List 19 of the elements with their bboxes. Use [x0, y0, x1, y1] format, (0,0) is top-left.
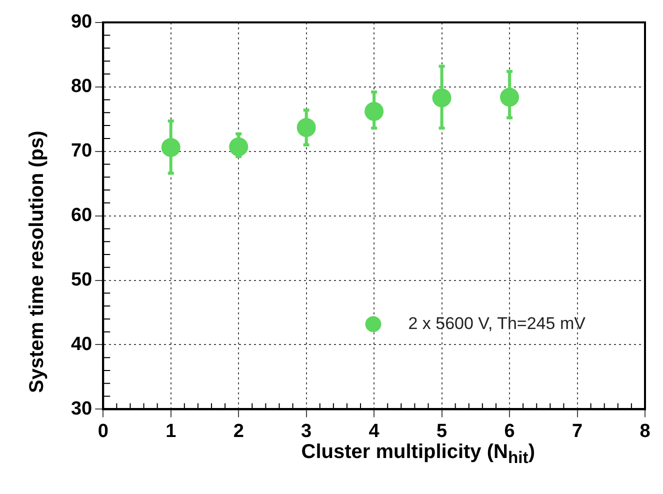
- y-tick-label: 80: [70, 76, 92, 98]
- x-tick-label: 3: [301, 420, 312, 442]
- y-axis-title: System time resolution (ps): [26, 130, 49, 393]
- legend-label: 2 x 5600 V, Th=245 mV: [408, 314, 586, 333]
- x-tick-label: 4: [368, 420, 380, 442]
- x-tick-label: 8: [640, 420, 650, 442]
- x-tick-label: 1: [166, 420, 177, 442]
- y-tick-label: 40: [70, 334, 92, 355]
- y-tick-label: 90: [70, 12, 92, 33]
- y-tick-label: 30: [70, 398, 92, 420]
- x-tick-label: 2: [233, 420, 244, 442]
- x-tick-label: 7: [572, 420, 583, 442]
- x-tick-label: 0: [98, 420, 108, 442]
- x-tick-label: 5: [436, 420, 448, 442]
- x-tick-label: 6: [504, 420, 515, 442]
- x-axis-title: Cluster multiplicity (N$_{hit}$): [301, 441, 535, 468]
- y-tick-label: 70: [70, 140, 92, 162]
- y-tick-label: 50: [70, 270, 92, 290]
- y-tick-label: 60: [70, 205, 92, 226]
